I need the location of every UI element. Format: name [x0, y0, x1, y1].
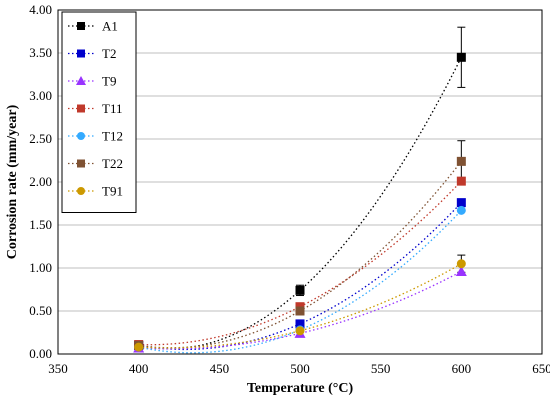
legend-label: T11 — [102, 101, 122, 116]
y-tick-label: 4.00 — [29, 2, 52, 17]
x-tick-label: 500 — [290, 361, 310, 376]
data-markers — [133, 52, 467, 353]
y-tick-label: 2.50 — [29, 131, 52, 146]
x-tick-label: 450 — [210, 361, 230, 376]
y-tick-label: 1.00 — [29, 260, 52, 275]
point-t12 — [456, 205, 466, 215]
marker-square — [456, 176, 466, 186]
marker-square — [456, 52, 466, 62]
y-tick-label: 3.50 — [29, 45, 52, 60]
legend-label: T2 — [102, 46, 116, 61]
x-tick-labels: 350 400 450 500 550 600 650 — [48, 361, 550, 376]
point-t91 — [295, 326, 305, 336]
x-tick-label: 600 — [452, 361, 472, 376]
y-tick-label: 2.00 — [29, 174, 52, 189]
grid — [58, 52, 542, 312]
legend-entry-t91: T91 — [68, 184, 123, 199]
point-t22 — [456, 156, 466, 166]
marker-triangle — [76, 76, 86, 85]
legend-label: T12 — [102, 129, 123, 144]
marker-circle — [134, 342, 144, 352]
marker-square — [77, 22, 85, 30]
marker-circle — [456, 259, 466, 269]
marker-circle — [77, 132, 85, 140]
x-tick-label: 350 — [48, 361, 68, 376]
trendline-t9 — [138, 270, 462, 350]
point-a1 — [295, 285, 305, 295]
y-axis-title: Corrosion rate (mm/year) — [5, 104, 20, 259]
legend-label: A1 — [102, 19, 118, 34]
legend-label: T91 — [102, 184, 123, 199]
y-tick-label: 1.50 — [29, 217, 52, 232]
point-t11 — [456, 176, 466, 186]
y-tick-label: 0.00 — [29, 346, 52, 361]
legend-label: T22 — [102, 156, 123, 171]
legend-entry-t9: T9 — [68, 74, 116, 89]
marker-square — [77, 49, 85, 58]
legend-entry-t11: T11 — [68, 101, 122, 116]
trendline-t91 — [138, 263, 462, 349]
legend-box — [61, 11, 137, 213]
legend-label: T9 — [102, 74, 116, 89]
y-tick-labels: 0.00 0.50 1.00 1.50 2.00 2.50 3.00 3.50 4.00 — [29, 2, 52, 361]
y-tick-label: 3.00 — [29, 88, 52, 103]
marker-circle — [456, 205, 466, 215]
point-t22 — [295, 306, 305, 316]
x-tick-label: 650 — [532, 361, 550, 376]
x-tick-label: 550 — [371, 361, 391, 376]
marker-square — [295, 285, 305, 295]
point-a1 — [456, 52, 466, 62]
point-t91 — [134, 342, 144, 352]
marker-square — [77, 159, 85, 168]
legend-entry-t22: T22 — [68, 156, 123, 171]
point-t2 — [456, 198, 466, 208]
x-tick-label: 400 — [129, 361, 149, 376]
marker-triangle — [455, 265, 467, 276]
point-t9 — [455, 265, 467, 276]
legend-entry-t12: T12 — [68, 129, 123, 144]
marker-square — [77, 104, 85, 113]
marker-square — [295, 306, 305, 316]
marker-circle — [295, 326, 305, 336]
x-axis-title: Temperature (°C) — [247, 381, 354, 396]
error-bars — [134, 26, 466, 348]
point-t2 — [295, 319, 305, 329]
point-t91 — [456, 259, 466, 269]
legend-entry-t2: T2 — [68, 46, 116, 61]
plot-area — [57, 9, 543, 355]
legend: A1 T2 T9 T11 T12 T22 T91 — [61, 11, 137, 213]
y-tick-label: 0.50 — [29, 303, 52, 318]
marker-square — [456, 198, 466, 208]
marker-square — [295, 319, 305, 329]
legend-entry-a1: A1 — [68, 19, 118, 34]
marker-circle — [77, 187, 85, 195]
marker-square — [456, 156, 466, 166]
